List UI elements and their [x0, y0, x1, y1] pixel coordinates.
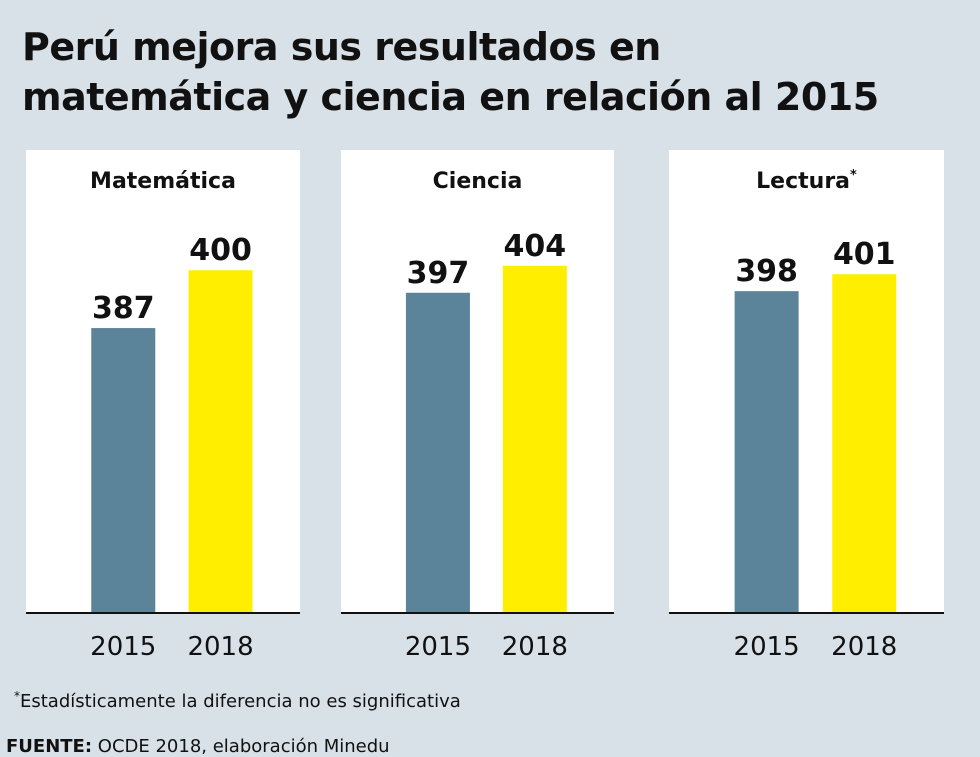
x-tick-label: 2015: [405, 632, 471, 662]
chart-title: Lectura*: [756, 168, 857, 194]
bar: [734, 291, 799, 613]
panel: [341, 150, 614, 613]
footnote-mark: *: [14, 689, 20, 703]
value-label: 387: [92, 291, 155, 326]
chart-title-text: Ciencia: [433, 169, 523, 194]
chart-title-text: Matemática: [90, 169, 236, 194]
panel: [26, 150, 300, 613]
source-text: OCDE 2018, elaboración Minedu: [98, 736, 390, 757]
panel: [669, 150, 944, 613]
footnote-text: Estadísticamente la diferencia no es sig…: [20, 691, 461, 712]
title-line: matemática y ciencia en relación al 2015: [22, 75, 879, 119]
chart-title: Matemática: [90, 169, 236, 194]
x-tick-label: 2015: [734, 632, 800, 662]
value-label: 400: [189, 233, 252, 268]
source: FUENTE: OCDE 2018, elaboración Minedu: [6, 736, 390, 757]
title-line: Perú mejora sus resultados en: [22, 25, 661, 69]
chart-title-text: Lectura: [756, 169, 850, 194]
footnote: *Estadísticamente la diferencia no es si…: [14, 689, 461, 712]
x-tick-label: 2018: [502, 632, 568, 662]
value-label: 404: [504, 229, 567, 264]
chart-title: Ciencia: [433, 169, 523, 194]
x-tick-label: 2015: [90, 632, 156, 662]
bar: [502, 265, 567, 613]
bar: [188, 270, 253, 613]
bar: [91, 328, 156, 613]
value-label: 401: [833, 237, 896, 272]
value-label: 398: [735, 254, 798, 289]
source-label: FUENTE:: [6, 736, 92, 757]
bar: [832, 274, 897, 613]
bar: [405, 292, 470, 613]
chart-title-mark: *: [850, 168, 857, 183]
x-tick-label: 2018: [187, 632, 253, 662]
x-tick-label: 2018: [831, 632, 897, 662]
value-label: 397: [407, 256, 470, 291]
